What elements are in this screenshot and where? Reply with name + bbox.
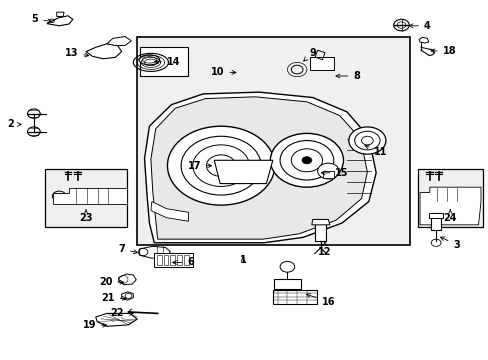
Text: 24: 24 bbox=[443, 210, 456, 222]
Polygon shape bbox=[96, 314, 137, 326]
Text: 13: 13 bbox=[64, 48, 88, 58]
Polygon shape bbox=[53, 188, 127, 204]
Bar bbox=[310, 57, 333, 69]
Text: 10: 10 bbox=[210, 67, 235, 77]
Polygon shape bbox=[47, 16, 73, 26]
Polygon shape bbox=[311, 220, 329, 225]
Bar bbox=[44, 169, 127, 226]
Text: 20: 20 bbox=[99, 277, 123, 287]
Text: 23: 23 bbox=[79, 210, 93, 222]
Polygon shape bbox=[144, 92, 375, 243]
Bar bbox=[177, 255, 182, 265]
Text: 8: 8 bbox=[335, 71, 359, 81]
Text: 1: 1 bbox=[239, 255, 246, 265]
Text: 19: 19 bbox=[82, 320, 106, 330]
Circle shape bbox=[270, 134, 343, 187]
Circle shape bbox=[348, 127, 385, 154]
Text: 15: 15 bbox=[321, 168, 348, 178]
Polygon shape bbox=[86, 44, 122, 59]
Bar bbox=[54, 193, 96, 203]
Polygon shape bbox=[57, 12, 64, 17]
Bar bbox=[430, 213, 441, 230]
Bar bbox=[170, 255, 175, 265]
Bar bbox=[315, 220, 325, 241]
Bar bbox=[417, 169, 483, 226]
Bar bbox=[140, 47, 188, 76]
Text: 6: 6 bbox=[172, 257, 194, 267]
Polygon shape bbox=[272, 291, 316, 304]
Polygon shape bbox=[418, 37, 428, 43]
Bar bbox=[183, 255, 188, 265]
Bar bbox=[154, 253, 193, 267]
Polygon shape bbox=[151, 97, 366, 239]
Text: 7: 7 bbox=[118, 244, 137, 254]
Bar bbox=[137, 37, 409, 244]
Text: 11: 11 bbox=[364, 145, 387, 157]
Polygon shape bbox=[140, 246, 170, 258]
Polygon shape bbox=[419, 187, 480, 225]
Circle shape bbox=[280, 261, 294, 272]
Bar bbox=[163, 255, 168, 265]
Text: 12: 12 bbox=[318, 242, 331, 257]
Bar bbox=[157, 255, 161, 265]
Circle shape bbox=[219, 164, 223, 167]
Polygon shape bbox=[119, 274, 136, 285]
Text: 2: 2 bbox=[7, 120, 21, 129]
Circle shape bbox=[302, 157, 311, 164]
Text: 16: 16 bbox=[306, 294, 334, 307]
Text: 17: 17 bbox=[187, 161, 211, 171]
Text: 4: 4 bbox=[408, 21, 430, 31]
Polygon shape bbox=[214, 160, 272, 184]
Polygon shape bbox=[151, 202, 188, 221]
Polygon shape bbox=[122, 292, 133, 300]
Text: 21: 21 bbox=[101, 293, 126, 303]
Text: 18: 18 bbox=[430, 46, 455, 56]
Text: 5: 5 bbox=[31, 14, 52, 24]
Ellipse shape bbox=[139, 55, 159, 65]
Text: 14: 14 bbox=[154, 57, 180, 67]
Bar bbox=[322, 171, 333, 178]
Bar bbox=[273, 279, 300, 289]
Circle shape bbox=[317, 163, 338, 179]
Text: 3: 3 bbox=[440, 237, 459, 249]
Text: 9: 9 bbox=[303, 48, 316, 61]
Polygon shape bbox=[428, 213, 443, 218]
Text: 22: 22 bbox=[110, 309, 133, 318]
Circle shape bbox=[167, 126, 274, 205]
Polygon shape bbox=[107, 37, 131, 45]
